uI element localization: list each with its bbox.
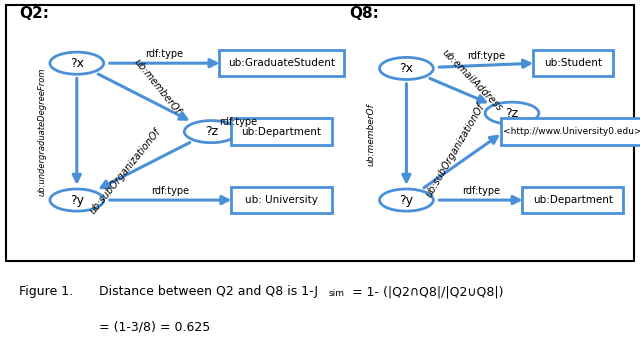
- Text: ub:memberOf: ub:memberOf: [132, 57, 182, 117]
- Text: Figure 1.: Figure 1.: [19, 285, 74, 298]
- FancyBboxPatch shape: [231, 118, 332, 145]
- Text: ?z: ?z: [205, 125, 218, 138]
- Circle shape: [380, 57, 433, 80]
- Text: ub:emailAddress: ub:emailAddress: [440, 47, 504, 113]
- Text: ub:Student: ub:Student: [544, 58, 602, 68]
- Text: ?y: ?y: [399, 193, 413, 207]
- Text: sim: sim: [328, 289, 344, 298]
- Circle shape: [485, 102, 539, 124]
- Text: ?x: ?x: [399, 62, 413, 75]
- Text: rdf:type: rdf:type: [145, 49, 184, 59]
- Text: ub:Department: ub:Department: [242, 127, 322, 137]
- Text: Q2:: Q2:: [19, 6, 49, 21]
- Circle shape: [380, 189, 433, 211]
- Text: ub:subOrganizationOf: ub:subOrganizationOf: [424, 102, 487, 199]
- Text: Distance between Q2 and Q8 is 1-J: Distance between Q2 and Q8 is 1-J: [99, 285, 318, 298]
- Circle shape: [50, 189, 104, 211]
- Text: ?y: ?y: [70, 193, 84, 207]
- FancyBboxPatch shape: [219, 50, 344, 76]
- Text: ub:undergraduateDegreeFrom: ub:undergraduateDegreeFrom: [37, 67, 46, 196]
- Text: ub: University: ub: University: [245, 195, 318, 205]
- FancyBboxPatch shape: [522, 187, 623, 213]
- Text: rdf:type: rdf:type: [467, 51, 505, 61]
- FancyBboxPatch shape: [6, 5, 634, 260]
- Text: <http://www.University0.edu>: <http://www.University0.edu>: [504, 127, 640, 136]
- Text: ub:memberOf: ub:memberOf: [367, 103, 376, 166]
- Text: ?x: ?x: [70, 57, 84, 70]
- Text: ?z: ?z: [506, 107, 518, 120]
- Text: ub:Department: ub:Department: [532, 195, 613, 205]
- Text: = 1- (|Q2∩Q8|/|Q2∪Q8|): = 1- (|Q2∩Q8|/|Q2∪Q8|): [348, 285, 503, 298]
- Text: rdf:type: rdf:type: [462, 186, 500, 196]
- Text: rdf:type: rdf:type: [219, 118, 257, 127]
- Text: = (1-3/8) = 0.625: = (1-3/8) = 0.625: [99, 320, 211, 333]
- FancyBboxPatch shape: [532, 50, 613, 76]
- Circle shape: [50, 52, 104, 74]
- FancyBboxPatch shape: [231, 187, 332, 213]
- Text: rdf:type: rdf:type: [152, 186, 189, 196]
- FancyBboxPatch shape: [500, 118, 640, 145]
- Circle shape: [184, 120, 238, 143]
- Text: ub:GraduateStudent: ub:GraduateStudent: [228, 58, 335, 68]
- Text: Q8:: Q8:: [349, 6, 379, 21]
- Text: ub:subOrganizationOf: ub:subOrganizationOf: [88, 126, 162, 216]
